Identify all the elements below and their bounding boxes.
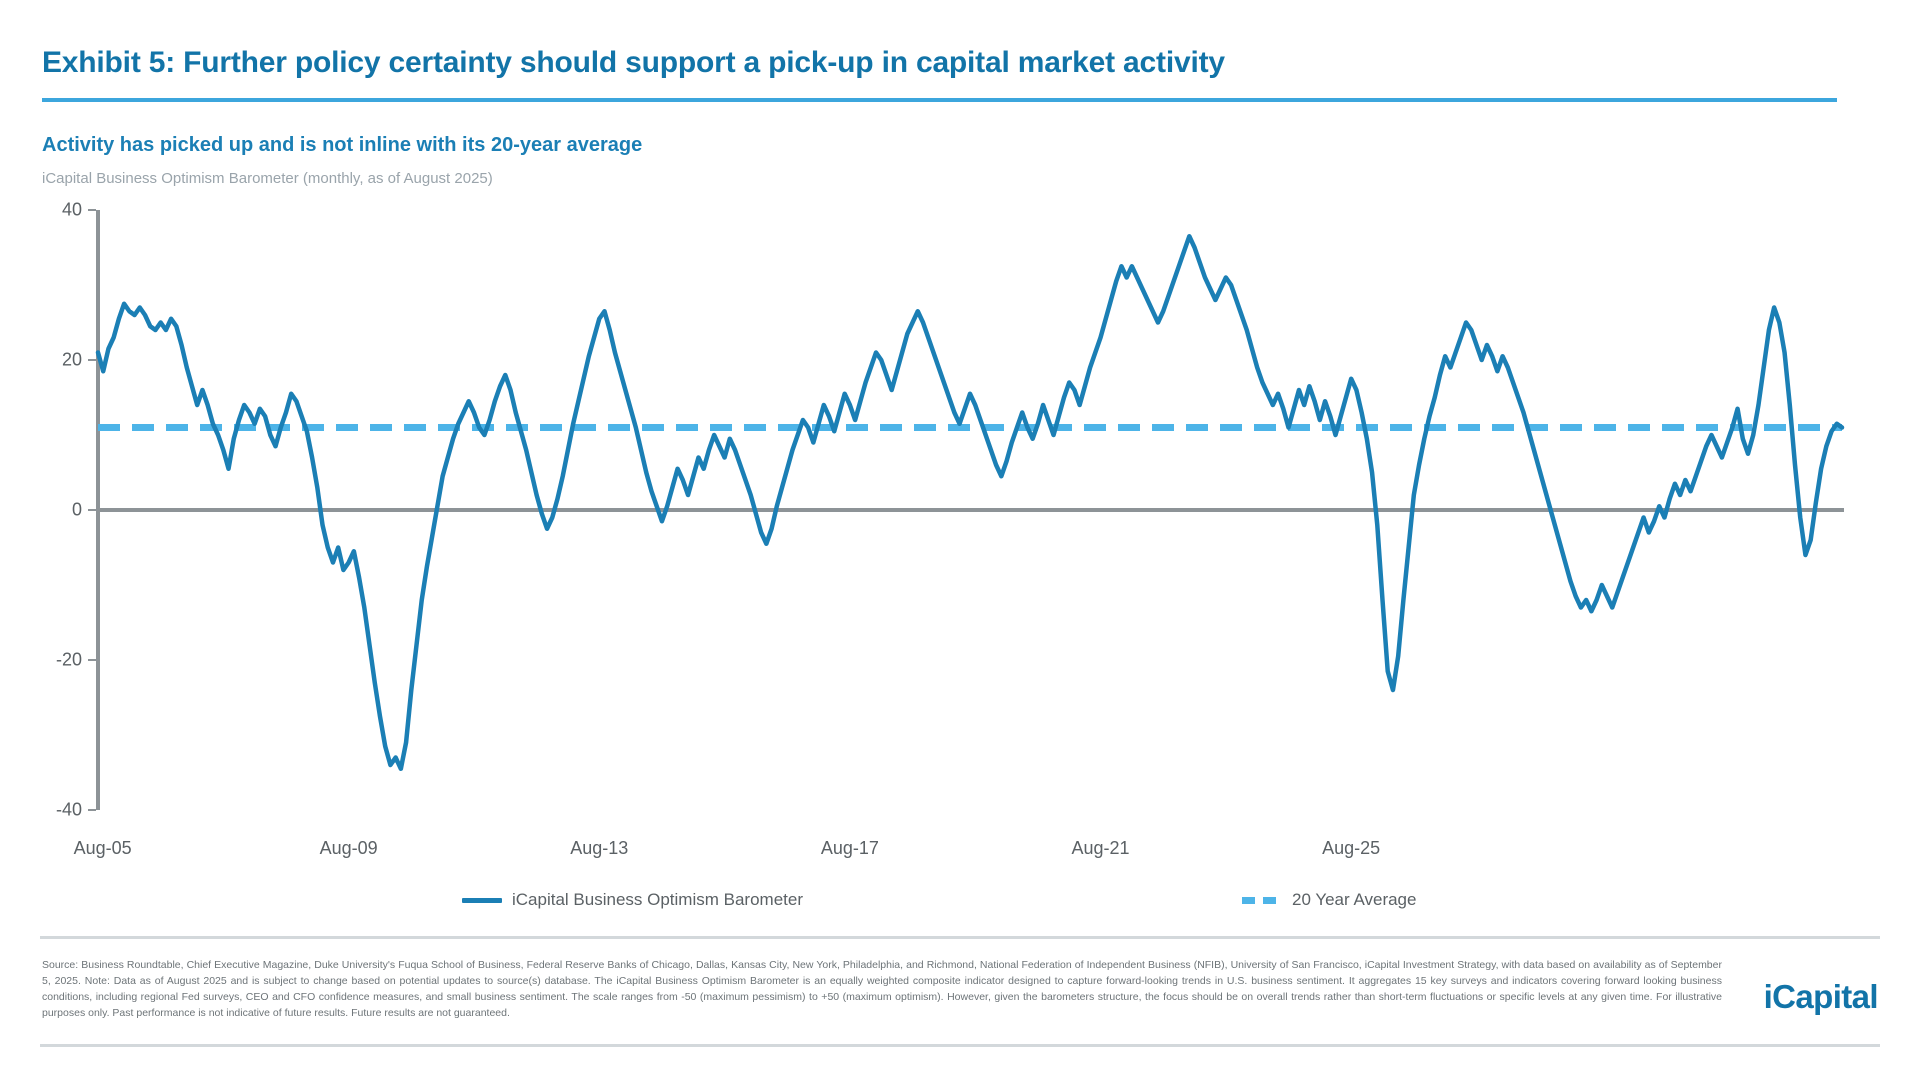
- legend-item[interactable]: iCapital Business Optimism Barometer: [462, 890, 803, 910]
- y-tick-label: 0: [71, 499, 82, 520]
- x-tick-label: Aug-25: [1322, 838, 1381, 858]
- x-tick-label: Aug-13: [570, 838, 629, 858]
- y-tick-mark: [88, 209, 96, 211]
- y-tick-label: 20: [61, 349, 82, 370]
- legend-dashed-swatch-icon: [1242, 896, 1282, 904]
- y-tick-mark: [88, 359, 96, 361]
- x-tick-label: Aug-05: [73, 838, 132, 858]
- y-axis-labels: 40 20 0 -20 -40: [42, 200, 96, 830]
- legend-item[interactable]: 20 Year Average: [1242, 890, 1416, 910]
- page-title: Exhibit 5: Further policy certainty shou…: [42, 46, 1225, 79]
- x-tick-label: Aug-21: [1071, 838, 1130, 858]
- x-axis-labels: Aug-05 Aug-09 Aug-13 Aug-17 Aug-21 Aug-25: [42, 826, 1842, 866]
- barometer-line: [98, 236, 1842, 769]
- zero-baseline: [96, 508, 1844, 512]
- chart-source-label: iCapital Business Optimism Barometer (mo…: [42, 170, 493, 187]
- y-tick-mark: [88, 509, 96, 511]
- y-tick-label: -20: [55, 649, 82, 670]
- footnote-text: Source: Business Roundtable, Chief Execu…: [42, 959, 1722, 1019]
- title-divider: [42, 98, 1837, 102]
- chart-legend: iCapital Business Optimism Barometer 20 Y…: [42, 890, 1842, 924]
- chart-subtitle: Activity has picked up and is not inline…: [42, 134, 643, 156]
- footer-divider-bottom: [40, 1044, 1880, 1047]
- y-tick-mark: [88, 809, 96, 811]
- x-tick-label: Aug-17: [820, 838, 879, 858]
- legend-label: 20 Year Average: [1292, 890, 1417, 909]
- legend-label: iCapital Business Optimism Barometer: [512, 890, 803, 909]
- y-tick-label: -40: [55, 799, 82, 820]
- legend-solid-swatch-icon: [462, 897, 502, 903]
- chart-svg: [98, 210, 1842, 810]
- footer-divider-top: [40, 936, 1880, 939]
- y-tick-label: 40: [61, 199, 82, 220]
- chart-canvas: [98, 210, 1842, 810]
- y-tick-mark: [88, 659, 96, 661]
- x-tick-label: Aug-09: [319, 838, 378, 858]
- chart-plot-area: 40 20 0 -20 -40: [42, 200, 1844, 830]
- icapital-logo: iCapital: [1763, 978, 1879, 1015]
